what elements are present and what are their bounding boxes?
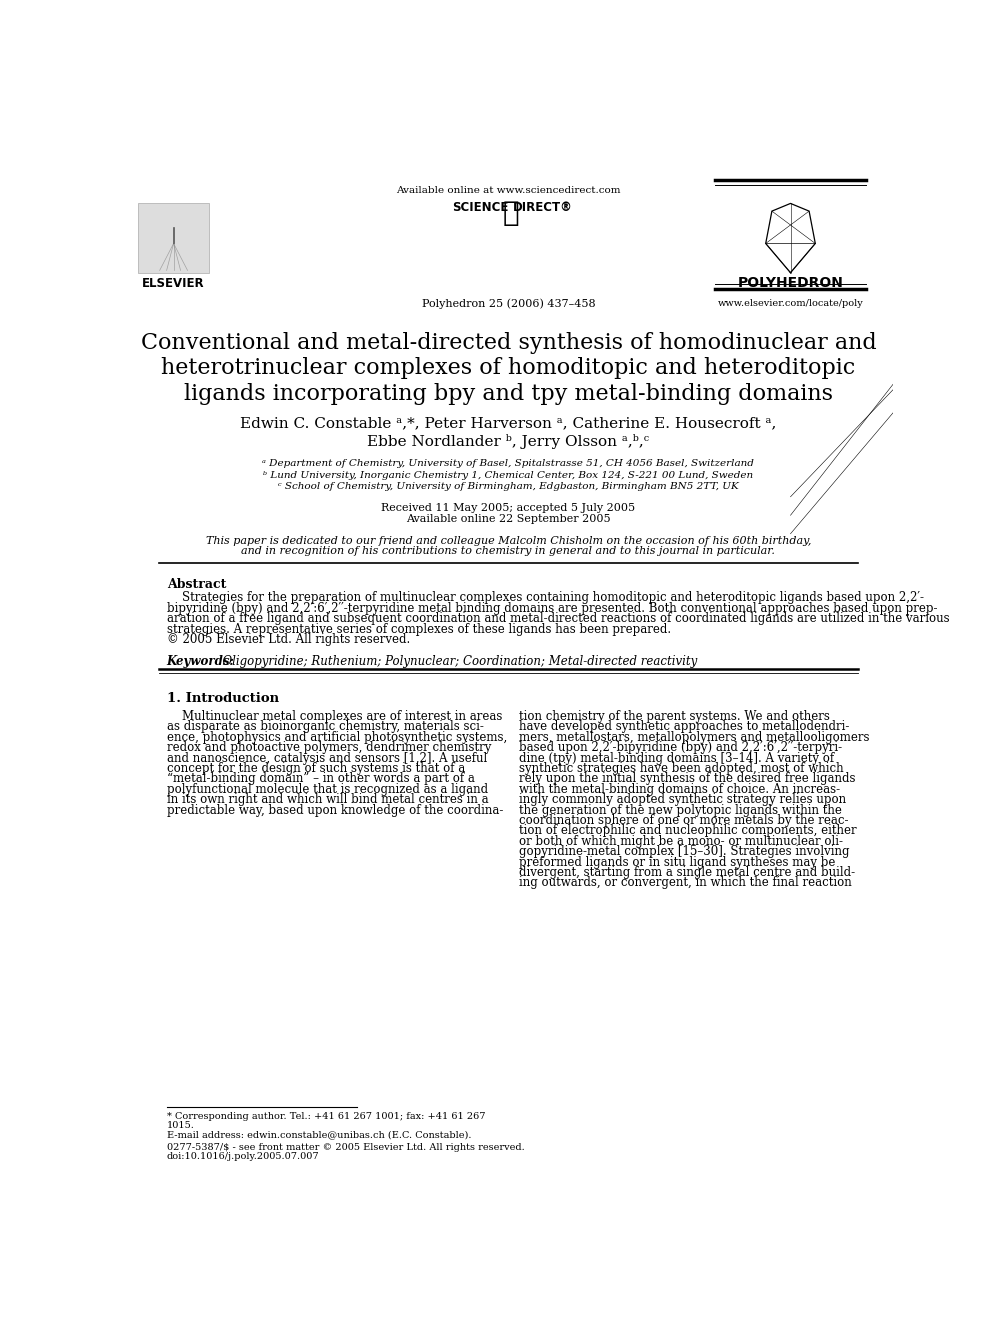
Text: DIRECT®: DIRECT®	[513, 201, 573, 214]
Text: ligands incorporating bpy and tpy metal-binding domains: ligands incorporating bpy and tpy metal-…	[184, 382, 833, 405]
Text: Received 11 May 2005; accepted 5 July 2005: Received 11 May 2005; accepted 5 July 20…	[381, 503, 636, 513]
Text: rely upon the initial synthesis of the desired free ligands: rely upon the initial synthesis of the d…	[519, 773, 856, 786]
Text: E-mail address: edwin.constable@unibas.ch (E.C. Constable).: E-mail address: edwin.constable@unibas.c…	[167, 1130, 471, 1139]
Text: polyfunctional molecule that is recognized as a ligand: polyfunctional molecule that is recogniz…	[167, 783, 488, 796]
Text: ingly commonly adopted synthetic strategy relies upon: ingly commonly adopted synthetic strateg…	[519, 794, 846, 806]
Text: “metal-binding domain” – in other words a part of a: “metal-binding domain” – in other words …	[167, 773, 474, 786]
Text: based upon 2,2′-bipyridine (bpy) and 2,2′:6′,2′′-terpyri-: based upon 2,2′-bipyridine (bpy) and 2,2…	[519, 741, 842, 754]
Text: aration of a free ligand and subsequent coordination and metal-directed reaction: aration of a free ligand and subsequent …	[167, 613, 949, 626]
Text: 0277-5387/$ - see front matter © 2005 Elsevier Ltd. All rights reserved.: 0277-5387/$ - see front matter © 2005 El…	[167, 1143, 525, 1152]
Text: tion of electrophilic and nucleophilic components, either: tion of electrophilic and nucleophilic c…	[519, 824, 857, 837]
Text: POLYHEDRON: POLYHEDRON	[738, 275, 843, 290]
Text: bipyridine (bpy) and 2,2′:6′,2′′-terpyridine metal binding domains are presented: bipyridine (bpy) and 2,2′:6′,2′′-terpyri…	[167, 602, 937, 615]
Text: mers, metallostars, metallopolymers and metallooligomers: mers, metallostars, metallopolymers and …	[519, 730, 870, 744]
Text: dine (tpy) metal-binding domains [3–14]. A variety of: dine (tpy) metal-binding domains [3–14].…	[519, 751, 834, 765]
Text: and nanoscience, catalysis and sensors [1,2]. A useful: and nanoscience, catalysis and sensors […	[167, 751, 487, 765]
Text: Available online at www.sciencedirect.com: Available online at www.sciencedirect.co…	[396, 185, 621, 194]
Text: ᵃ Department of Chemistry, University of Basel, Spitalstrasse 51, CH 4056 Basel,: ᵃ Department of Chemistry, University of…	[263, 459, 754, 468]
Text: Edwin C. Constable ᵃ,*, Peter Harverson ᵃ, Catherine E. Housecroft ᵃ,: Edwin C. Constable ᵃ,*, Peter Harverson …	[240, 417, 777, 431]
Text: Conventional and metal-directed synthesis of homodinuclear and: Conventional and metal-directed synthesi…	[141, 332, 876, 355]
Text: ᵇ Lund University, Inorganic Chemistry 1, Chemical Center, Box 124, S-221 00 Lun: ᵇ Lund University, Inorganic Chemistry 1…	[263, 471, 754, 480]
Text: the generation of the new polytopic ligands within the: the generation of the new polytopic liga…	[519, 803, 842, 816]
Text: Polyhedron 25 (2006) 437–458: Polyhedron 25 (2006) 437–458	[422, 299, 595, 310]
Text: SCIENCE: SCIENCE	[452, 201, 509, 214]
Text: gopyridine-metal complex [15–30]. Strategies involving: gopyridine-metal complex [15–30]. Strate…	[519, 845, 850, 859]
Text: Oligopyridine; Ruthenium; Polynuclear; Coordination; Metal-directed reactivity: Oligopyridine; Ruthenium; Polynuclear; C…	[214, 655, 697, 668]
Text: concept for the design of such systems is that of a: concept for the design of such systems i…	[167, 762, 465, 775]
Text: heterotrinuclear complexes of homoditopic and heteroditopic: heterotrinuclear complexes of homoditopi…	[162, 357, 855, 380]
Text: ing outwards, or convergent, in which the final reaction: ing outwards, or convergent, in which th…	[519, 876, 852, 889]
Text: ence, photophysics and artificial photosynthetic systems,: ence, photophysics and artificial photos…	[167, 730, 507, 744]
Text: 1015.: 1015.	[167, 1122, 194, 1130]
Text: in its own right and which will bind metal centres in a: in its own right and which will bind met…	[167, 794, 488, 806]
Text: Ebbe Nordlander ᵇ, Jerry Olsson ᵃ,ᵇ,ᶜ: Ebbe Nordlander ᵇ, Jerry Olsson ᵃ,ᵇ,ᶜ	[367, 434, 650, 450]
Text: doi:10.1016/j.poly.2005.07.007: doi:10.1016/j.poly.2005.07.007	[167, 1152, 319, 1162]
Bar	[138, 204, 209, 273]
Text: ᶜ School of Chemistry, University of Birmingham, Edgbaston, Birmingham BN5 2TT, : ᶜ School of Chemistry, University of Bir…	[278, 482, 739, 491]
Text: synthetic strategies have been adopted, most of which: synthetic strategies have been adopted, …	[519, 762, 844, 775]
Text: redox and photoactive polymers, dendrimer chemistry: redox and photoactive polymers, dendrime…	[167, 741, 491, 754]
Text: have developed synthetic approaches to metallodendri-: have developed synthetic approaches to m…	[519, 721, 849, 733]
Text: * Corresponding author. Tel.: +41 61 267 1001; fax: +41 61 267: * Corresponding author. Tel.: +41 61 267…	[167, 1113, 485, 1121]
Text: Strategies for the preparation of multinuclear complexes containing homoditopic : Strategies for the preparation of multin…	[167, 591, 924, 605]
Text: or both of which might be a mono- or multinuclear oli-: or both of which might be a mono- or mul…	[519, 835, 843, 848]
Text: with the metal-binding domains of choice. An increas-: with the metal-binding domains of choice…	[519, 783, 840, 796]
Text: as disparate as bioinorganic chemistry, materials sci-: as disparate as bioinorganic chemistry, …	[167, 721, 483, 733]
Text: Keywords:: Keywords:	[167, 655, 234, 668]
Text: Multinuclear metal complexes are of interest in areas: Multinuclear metal complexes are of inte…	[167, 710, 502, 724]
Text: preformed ligands or in situ ligand syntheses may be: preformed ligands or in situ ligand synt…	[519, 856, 835, 869]
Text: Available online 22 September 2005: Available online 22 September 2005	[406, 513, 611, 524]
Text: tion chemistry of the parent systems. We and others: tion chemistry of the parent systems. We…	[519, 710, 830, 724]
Text: 1. Introduction: 1. Introduction	[167, 692, 279, 705]
Text: ELSEVIER: ELSEVIER	[142, 277, 205, 290]
Text: strategies. A representative series of complexes of these ligands has been prepa: strategies. A representative series of c…	[167, 623, 671, 635]
Text: divergent, starting from a single metal centre and build-: divergent, starting from a single metal …	[519, 867, 855, 878]
Text: and in recognition of his contributions to chemistry in general and to this jour: and in recognition of his contributions …	[241, 546, 776, 556]
Text: ⓐ: ⓐ	[502, 198, 519, 226]
Text: predictable way, based upon knowledge of the coordina-: predictable way, based upon knowledge of…	[167, 803, 503, 816]
Text: This paper is dedicated to our friend and colleague Malcolm Chisholm on the occa: This paper is dedicated to our friend an…	[205, 536, 811, 546]
Text: www.elsevier.com/locate/poly: www.elsevier.com/locate/poly	[717, 299, 863, 308]
Text: © 2005 Elsevier Ltd. All rights reserved.: © 2005 Elsevier Ltd. All rights reserved…	[167, 634, 410, 646]
Text: coordination sphere of one or more metals by the reac-: coordination sphere of one or more metal…	[519, 814, 849, 827]
Text: Abstract: Abstract	[167, 578, 226, 591]
